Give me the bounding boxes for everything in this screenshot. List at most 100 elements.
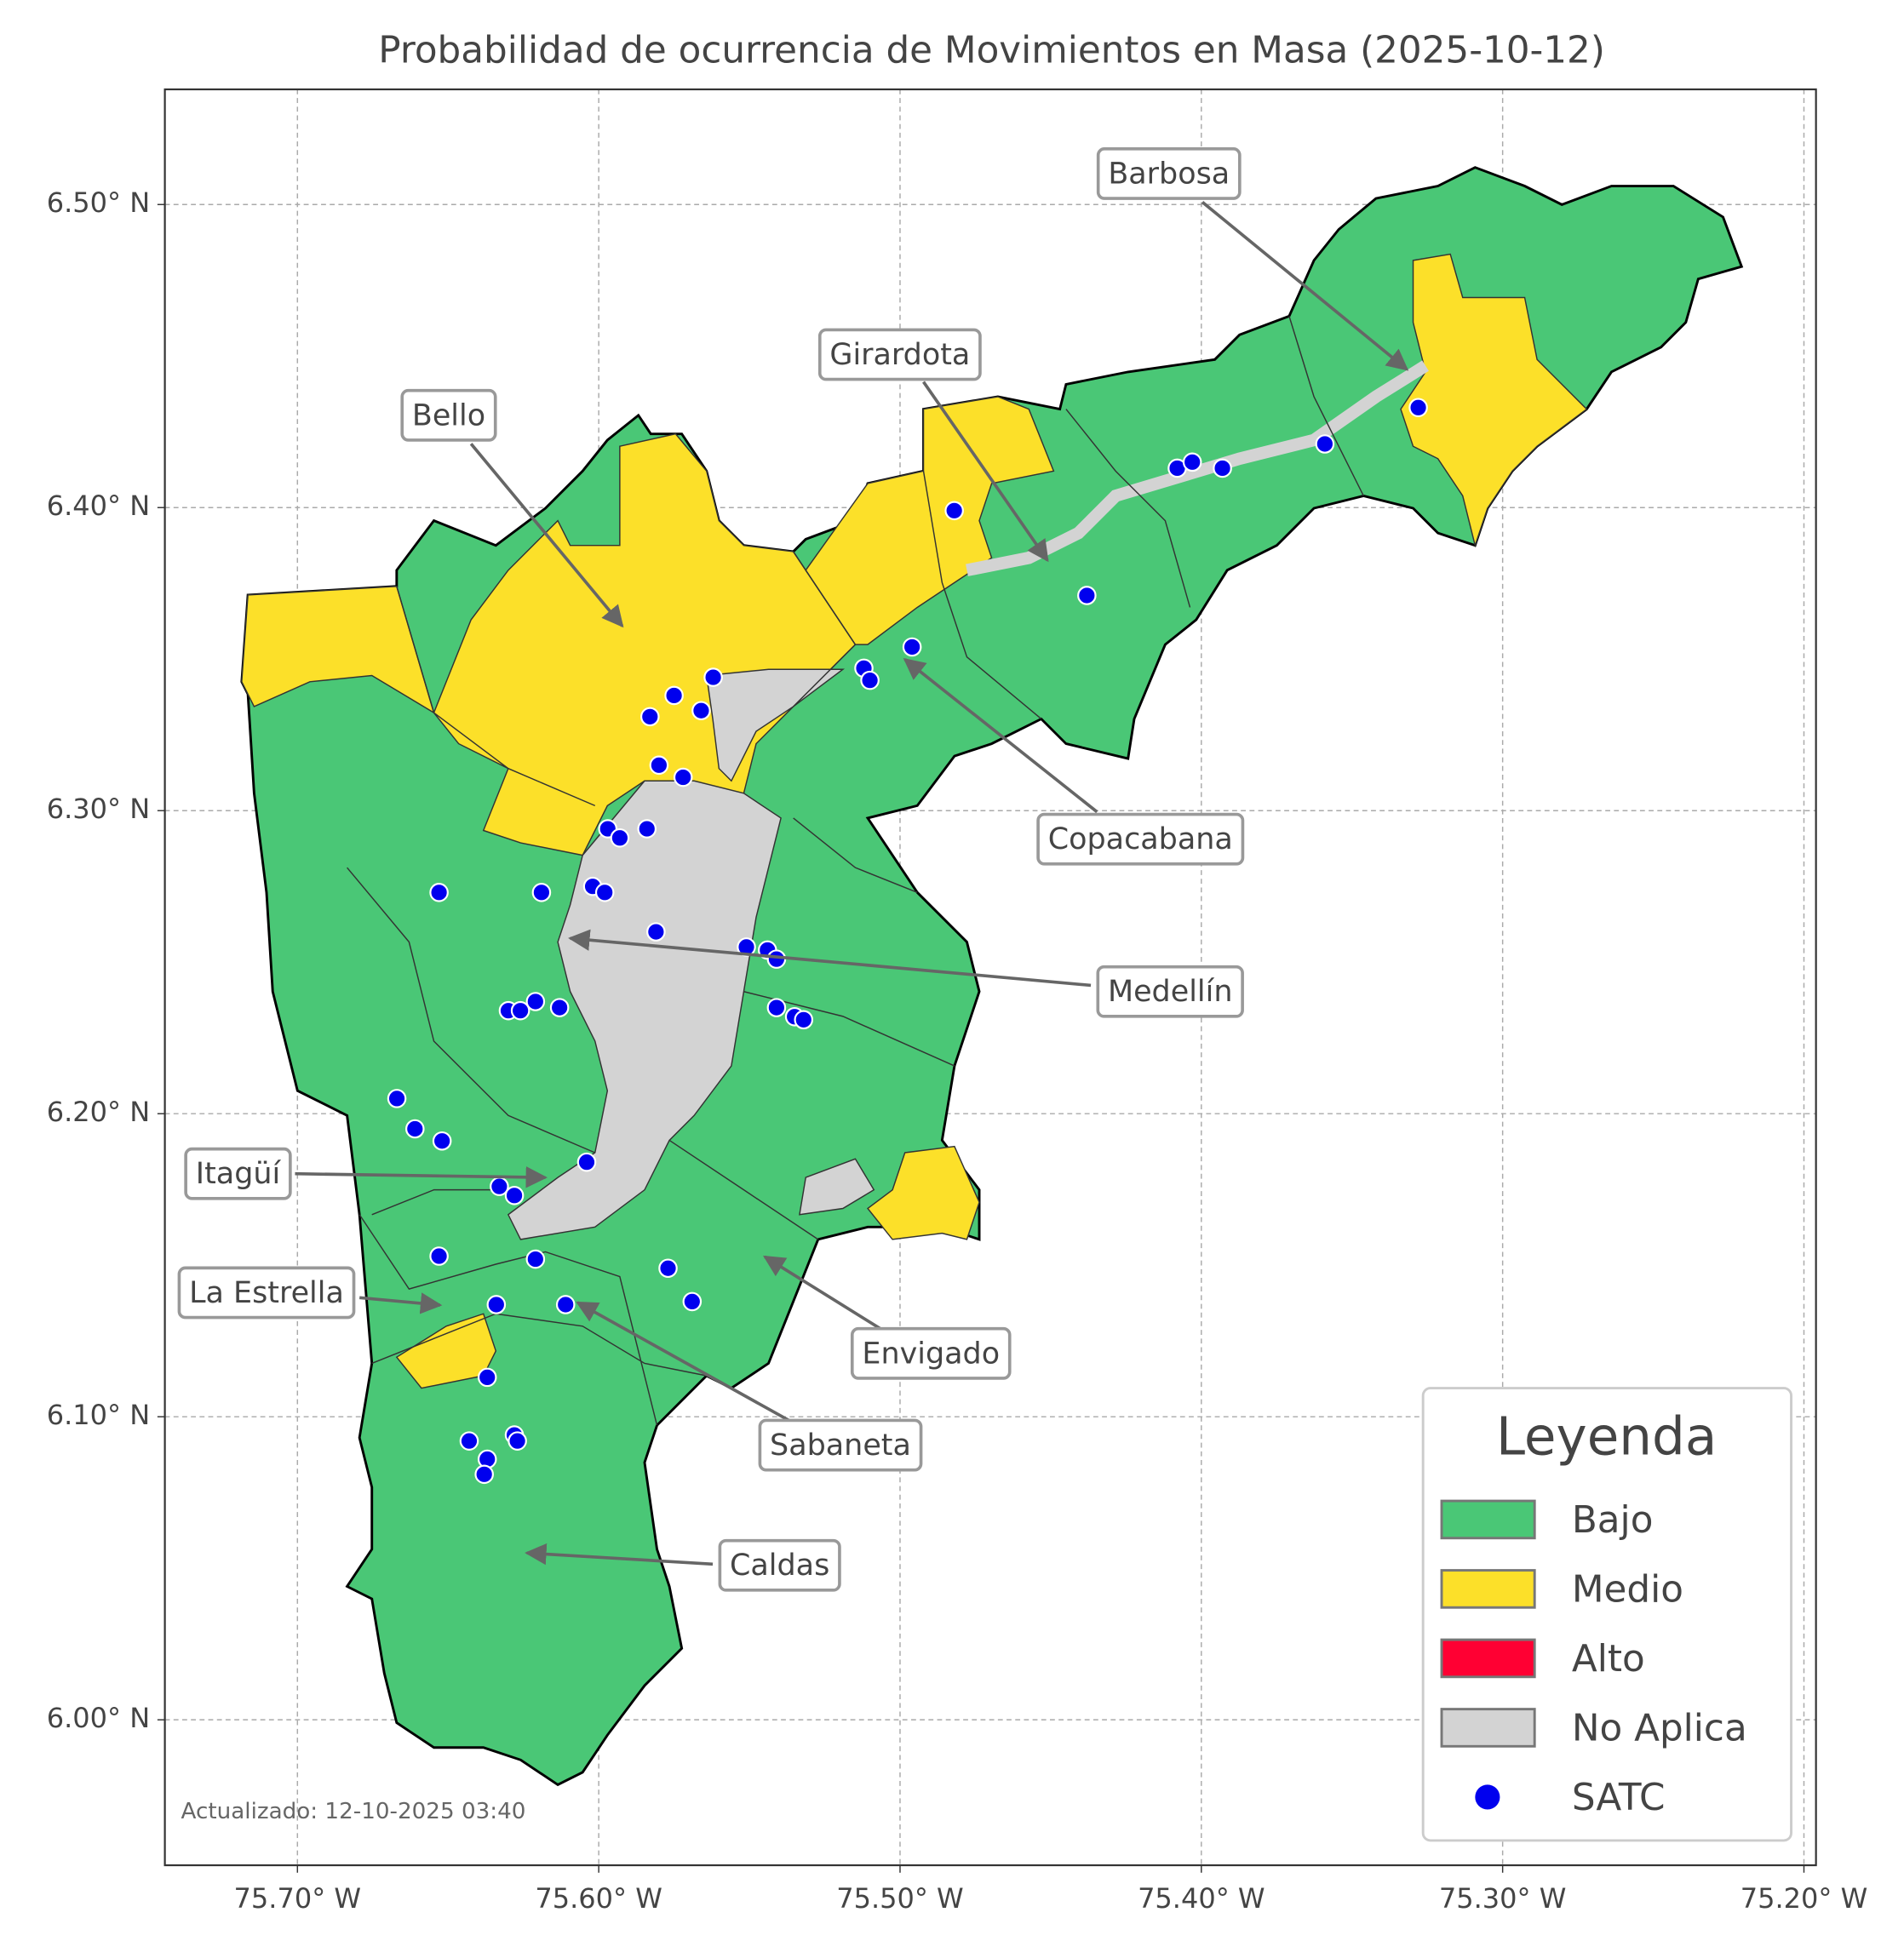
annotation-box	[1096, 147, 1242, 200]
annotation-arrow	[568, 929, 1092, 988]
x-tick-label: 75.50° W	[836, 1882, 964, 1915]
satc-point	[459, 1431, 479, 1451]
satc-point	[658, 1258, 678, 1279]
region-medio	[395, 1313, 497, 1389]
annotation-label: Medellín	[1108, 975, 1233, 1009]
x-tick-label: 75.20° W	[1741, 1882, 1867, 1915]
y-tick-label: 6.50° N	[47, 186, 150, 219]
annotation-box	[400, 388, 497, 442]
annotation-label: Envigado	[862, 1337, 1000, 1371]
satc-point	[682, 1291, 703, 1312]
satc-point	[531, 883, 552, 902]
satc-point	[594, 883, 615, 902]
legend-swatch	[1440, 1638, 1536, 1679]
annotation-arrow	[525, 1543, 714, 1566]
satc-point	[649, 755, 669, 776]
annotation-box	[184, 1147, 292, 1200]
legend-label: Alto	[1572, 1637, 1645, 1680]
satc-point	[691, 701, 711, 721]
annotation-box	[718, 1538, 841, 1592]
footer: Actualizado: 12-10-2025 03:40	[181, 1799, 526, 1824]
legend-label: Bajo	[1572, 1498, 1654, 1542]
y-tick-label: 6.20° N	[47, 1096, 150, 1128]
legend-label: No Aplica	[1572, 1706, 1747, 1749]
region-medio	[1400, 253, 1588, 548]
satc-point	[429, 1246, 449, 1266]
satc-point	[1077, 586, 1097, 605]
annotation-arrow	[903, 658, 1098, 814]
y-tick-label: 6.00° N	[47, 1702, 150, 1734]
satc-point	[646, 922, 666, 942]
frame	[163, 88, 1817, 1867]
satc-point	[549, 998, 570, 1017]
y-tick-label: 6.30° N	[47, 793, 150, 825]
satc-point	[387, 1089, 407, 1108]
region-medio	[866, 1145, 980, 1240]
x-tick-label: 75.30° W	[1439, 1882, 1566, 1915]
satc-point	[477, 1367, 497, 1388]
satc-point	[860, 670, 880, 690]
satc-point	[474, 1464, 494, 1485]
satc-point	[525, 992, 546, 1011]
legend-label: SATC	[1572, 1776, 1666, 1819]
x-tick-label: 75.70° W	[234, 1882, 362, 1915]
satc-point	[703, 667, 723, 687]
annotation-label: Copacabana	[1048, 822, 1233, 856]
annotation-label: Caldas	[730, 1549, 829, 1583]
satc-point	[525, 1249, 546, 1269]
satc-point	[508, 1431, 527, 1451]
satc-point	[1408, 398, 1428, 418]
annotation-arrow	[922, 381, 1049, 563]
legend-marker	[1475, 1784, 1500, 1810]
annotation-arrow	[763, 1255, 887, 1334]
region-no-aplica	[705, 668, 846, 782]
satc-point	[1213, 458, 1232, 478]
satc-point	[555, 1295, 576, 1314]
satc-point	[1182, 452, 1202, 472]
annotation-label: La Estrella	[189, 1276, 344, 1310]
legend-swatch	[1440, 1569, 1536, 1609]
annotation-box	[177, 1266, 356, 1320]
x-tick-label: 75.40° W	[1138, 1882, 1265, 1915]
annotation-box	[850, 1326, 1012, 1380]
satc-point	[673, 767, 693, 787]
satc-point	[486, 1295, 507, 1314]
satc-point	[510, 1000, 530, 1021]
satc-point	[766, 998, 787, 1017]
region-medio	[805, 396, 1055, 645]
annotation-box	[1036, 812, 1245, 866]
satc-point	[576, 1152, 597, 1172]
legend-title: Leyenda	[1496, 1406, 1717, 1467]
satc-point	[766, 949, 787, 969]
satc-point	[794, 1010, 814, 1030]
satc-point	[902, 637, 922, 657]
annotation-arrow	[1201, 201, 1409, 371]
annotation-label: Barbosa	[1108, 157, 1230, 191]
annotation-label: Sabaneta	[770, 1429, 911, 1463]
annotation-box	[817, 328, 982, 381]
satc-point	[637, 819, 657, 839]
x-tick-label: 75.60° W	[535, 1882, 662, 1915]
legend-swatch	[1440, 1499, 1536, 1540]
boundaries	[347, 316, 1364, 1426]
annotation-arrow	[295, 1166, 548, 1188]
y-tick-label: 6.40° N	[47, 490, 150, 522]
satc-point	[944, 501, 964, 521]
annotation-box	[1096, 965, 1244, 1018]
satc-point	[432, 1131, 452, 1151]
annotation-box	[758, 1418, 923, 1472]
annotation-arrow	[469, 443, 624, 628]
region-no-aplica	[799, 1158, 875, 1216]
satc-point	[664, 685, 684, 706]
satc-point	[1315, 434, 1335, 454]
region-no-aplica	[507, 780, 782, 1240]
annotation-label: Itagüí	[196, 1157, 282, 1191]
satc-point	[405, 1119, 425, 1139]
annotation-label: Girardota	[829, 338, 970, 372]
annotation-arrow	[576, 1301, 794, 1424]
annotation-label: Bello	[412, 398, 485, 432]
satc-point	[640, 707, 660, 727]
legend-swatch	[1440, 1708, 1536, 1748]
title: Probabilidad de ocurrencia de Movimiento…	[378, 28, 1605, 72]
